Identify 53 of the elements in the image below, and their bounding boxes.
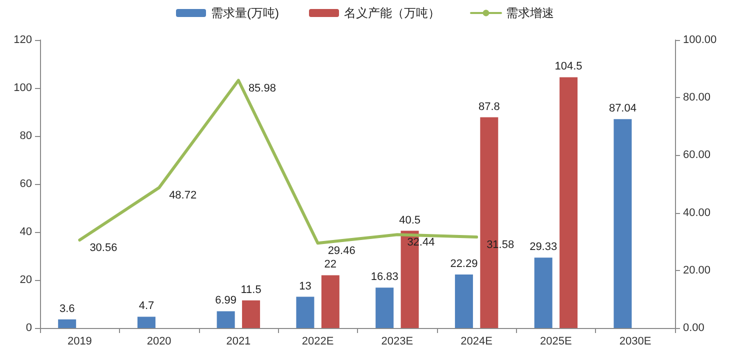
data-label: 11.5: [240, 284, 262, 296]
legend-label: 名义产能（万吨）: [344, 6, 440, 20]
data-label: 4.7: [138, 300, 154, 312]
data-label: 29.46: [328, 245, 356, 258]
bar: [534, 258, 552, 328]
bar: [296, 296, 314, 328]
x-tick-label: 2030E: [619, 336, 652, 348]
bar: [242, 300, 260, 328]
data-label: 6.99: [215, 294, 237, 307]
x-tick-label: 2020: [146, 336, 172, 348]
y-tick-label: 100: [14, 82, 32, 94]
x-tick-label: 2023E: [381, 336, 414, 348]
data-label: 87.8: [478, 100, 500, 113]
y2-tick-label: 80.00: [683, 92, 711, 104]
x-tick-label: 2025E: [540, 336, 572, 348]
bar: [321, 275, 340, 328]
bar: [58, 319, 76, 328]
data-label: 22: [324, 258, 337, 271]
y2-tick-label: 0.00: [683, 322, 704, 334]
bar: [137, 316, 156, 328]
data-label: 30.56: [90, 242, 118, 254]
bar: [560, 77, 578, 328]
y2-tick-label: 20.00: [683, 264, 711, 276]
y2-tick-label: 40.00: [683, 206, 711, 219]
data-label: 85.98: [248, 82, 276, 94]
bar: [614, 119, 632, 328]
data-label: 3.6: [59, 302, 75, 315]
y2-tick-label: 60.00: [683, 149, 711, 162]
x-tick-label: 2024E: [460, 336, 492, 348]
y-tick-label: 20: [20, 274, 32, 286]
y-tick-label: 120: [14, 34, 32, 46]
bar: [376, 288, 394, 328]
bar: [216, 311, 235, 328]
x-tick-label: 2019: [67, 336, 92, 348]
legend-label: 需求增速: [506, 6, 554, 20]
data-label: 104.5: [554, 60, 582, 73]
y2-tick-label: 100.00: [683, 34, 717, 46]
y-tick-label: 40: [20, 226, 32, 238]
legend-label: 需求量(万吨): [211, 6, 280, 20]
x-tick-label: 2022E: [302, 336, 334, 348]
data-label: 16.83: [370, 271, 398, 284]
bar: [454, 274, 473, 328]
y-tick-label: 80: [20, 130, 32, 142]
y-tick-label: 60: [20, 178, 32, 190]
data-label: 40.5: [399, 214, 420, 226]
y-tick-label: 0: [26, 322, 32, 334]
line-series: [78, 78, 478, 245]
data-label: 29.33: [530, 241, 558, 254]
data-label: 13: [299, 280, 312, 292]
data-label: 87.04: [608, 102, 636, 115]
x-tick-label: 2021: [226, 336, 251, 348]
data-label: 22.29: [450, 258, 478, 270]
data-label: 48.72: [169, 190, 197, 202]
